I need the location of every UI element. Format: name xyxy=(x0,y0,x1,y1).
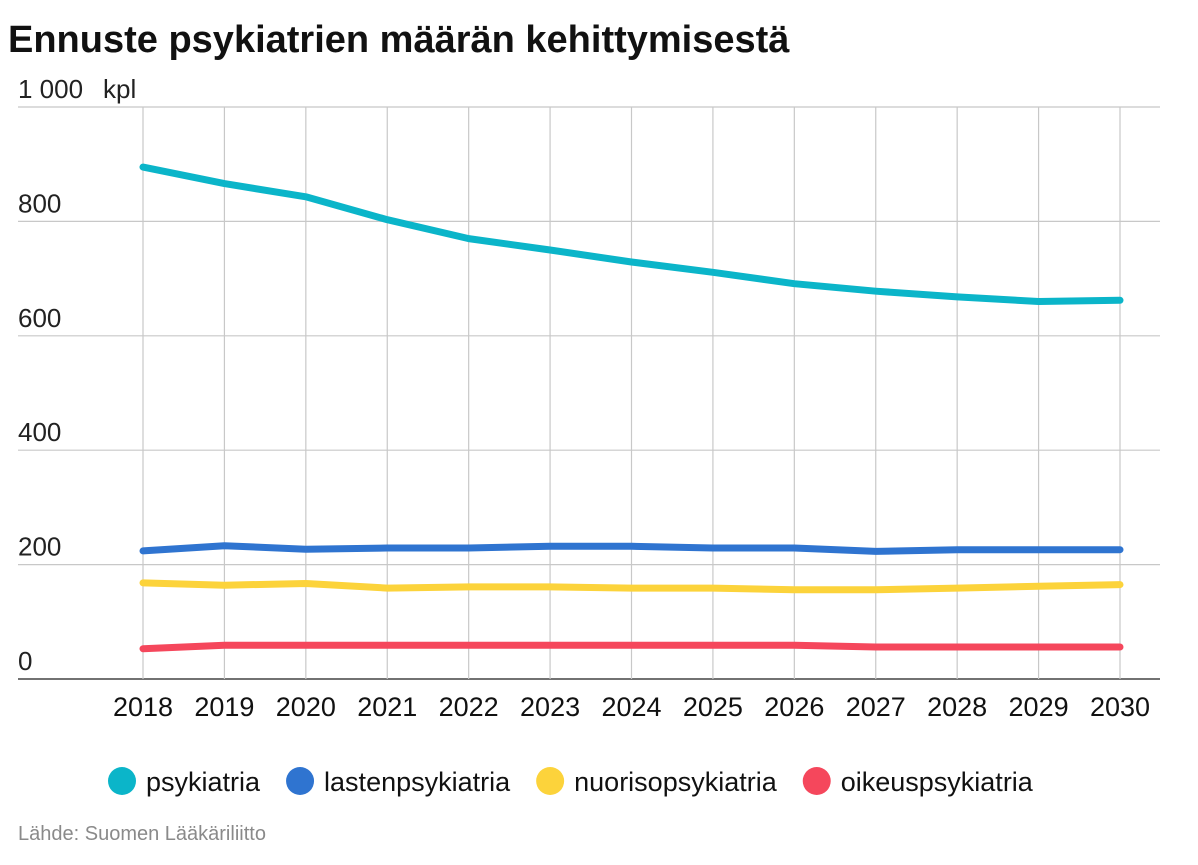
x-tick-label: 2027 xyxy=(846,692,906,722)
series-lines xyxy=(139,163,1124,653)
series-line-lastenpsykiatria xyxy=(139,542,1124,555)
y-tick-label: 200 xyxy=(18,532,61,562)
series-line-oikeuspsykiatria xyxy=(139,641,1124,653)
y-axis-unit-label: kpl xyxy=(103,74,136,104)
legend-marker-lastenpsykiatria xyxy=(286,767,315,795)
x-tick-label: 2018 xyxy=(113,692,173,722)
y-tick-label: 800 xyxy=(18,188,61,218)
x-tick-label: 2026 xyxy=(764,692,824,722)
x-tick-label: 2023 xyxy=(520,692,580,722)
chart-title: Ennuste psykiatrien määrän kehittymisest… xyxy=(8,19,790,61)
series-line-psykiatria xyxy=(139,163,1124,305)
y-axis-ticks: 0 200 400 600 800 1 000 xyxy=(18,74,83,676)
x-tick-label: 2020 xyxy=(276,692,336,722)
y-tick-label: 0 xyxy=(18,646,32,676)
x-tick-label: 2028 xyxy=(927,692,987,722)
legend: psykiatria lastenpsykiatria nuorisopsykiat… xyxy=(108,767,1034,797)
x-tick-label: 2019 xyxy=(194,692,254,722)
legend-marker-oikeuspsykiatria xyxy=(802,767,831,795)
source-note: Lähde: Suomen Lääkäriliitto xyxy=(18,823,266,845)
x-tick-label: 2022 xyxy=(439,692,499,722)
y-tick-label: 400 xyxy=(18,417,61,447)
legend-label-lastenpsykiatria: lastenpsykiatria xyxy=(324,767,511,797)
series-line-nuorisopsykiatria xyxy=(139,579,1124,594)
x-axis-ticks: 2018 2019 2020 2021 2022 2023 2024 2025 2026 2027… xyxy=(113,692,1150,722)
legend-marker-psykiatria xyxy=(108,767,136,795)
x-tick-label: 2024 xyxy=(601,692,661,722)
legend-label-nuorisopsykiatria: nuorisopsykiatria xyxy=(574,767,778,797)
legend-label-psykiatria: psykiatria xyxy=(146,767,261,797)
x-tick-label: 2029 xyxy=(1009,692,1069,722)
x-tick-label: 2021 xyxy=(357,692,417,722)
legend-label-oikeuspsykiatria: oikeuspsykiatria xyxy=(841,767,1034,797)
x-tick-label: 2025 xyxy=(683,692,743,722)
x-tick-label: 2030 xyxy=(1090,692,1150,722)
legend-marker-nuorisopsykiatria xyxy=(536,767,565,795)
y-tick-label: 1 000 xyxy=(18,74,83,104)
gridlines xyxy=(18,106,1160,680)
y-tick-label: 600 xyxy=(18,303,61,333)
